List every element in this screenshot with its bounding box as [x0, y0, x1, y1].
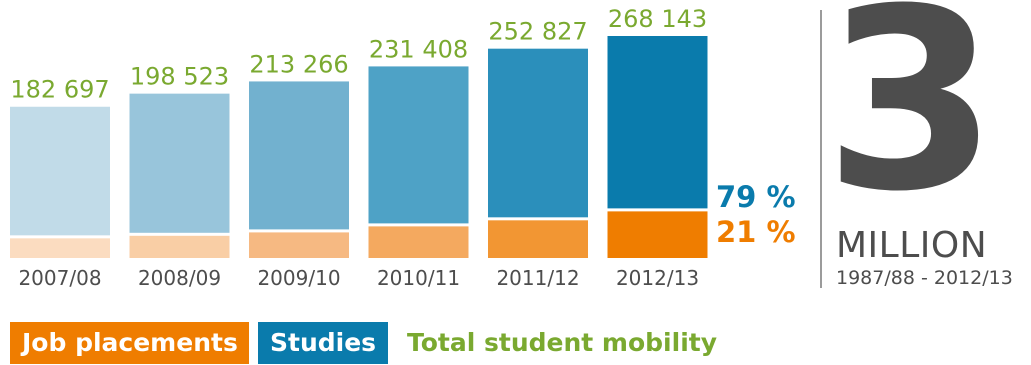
bar-job-2009/10 [249, 232, 349, 258]
category-label-2008/09: 2008/09 [138, 266, 221, 290]
category-label-2011/12: 2011/12 [496, 266, 579, 290]
job-share-label: 21 % [716, 215, 796, 249]
highlight-period: 1987/88 - 2012/13 [836, 267, 1013, 289]
bar-studies-2010/11 [368, 66, 469, 224]
category-label-2007/08: 2007/08 [18, 266, 101, 290]
bar-studies-2008/09 [129, 93, 230, 233]
total-label-2010/11: 231 408 [369, 35, 468, 63]
bar-job-2008/09 [129, 235, 230, 258]
total-label-2012/13: 268 143 [608, 5, 707, 33]
studies-share-label: 79 % [716, 180, 796, 214]
legend-total-mobility: Total student mobility [407, 328, 718, 357]
bar-job-2007/08 [10, 238, 110, 258]
bar-studies-2012/13 [607, 36, 708, 209]
category-label-2012/13: 2012/13 [616, 266, 699, 290]
highlight-unit: MILLION [836, 225, 988, 266]
legend-studies: Studies [258, 322, 388, 364]
total-label-2011/12: 252 827 [488, 18, 587, 46]
bar-job-2011/12 [488, 220, 588, 258]
bar-studies-2009/10 [249, 81, 349, 230]
total-label-2009/10: 213 266 [249, 50, 348, 78]
legend-job-placements: Job placements [10, 322, 249, 364]
bar-studies-2007/08 [10, 106, 110, 236]
bar-studies-2011/12 [488, 48, 588, 218]
total-label-2008/09: 198 523 [130, 63, 229, 91]
category-label-2010/11: 2010/11 [377, 266, 460, 290]
total-label-2007/08: 182 697 [10, 76, 109, 104]
divider [820, 10, 822, 288]
bar-job-2010/11 [368, 226, 469, 258]
highlight-number: 3 [824, 0, 998, 246]
category-label-2009/10: 2009/10 [257, 266, 340, 290]
bar-job-2012/13 [607, 211, 708, 258]
